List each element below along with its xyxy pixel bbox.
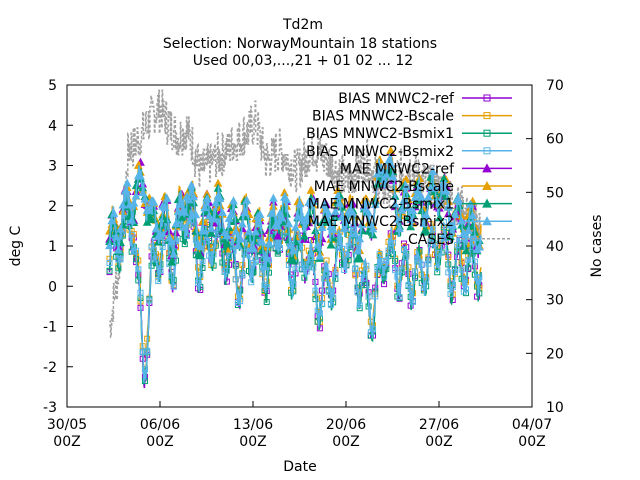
plot-area [105,89,484,389]
x-tick-date: 30/05 [47,417,87,433]
y-axis-label: deg C [8,225,24,266]
y2-tick-label: 70 [546,78,564,94]
chart-subtitle-2: Used 00,03,...,21 + 01 02 ... 12 [193,53,413,69]
y-tick-label: -1 [43,320,57,336]
x-tick-hour: 00Z [332,434,359,450]
legend-entry-label: MAE MNWC2-Bsmix2 [308,214,454,230]
legend-entry-marker [483,129,491,137]
y2-tick-label: 60 [546,132,564,148]
y2-tick-label: 40 [546,239,564,255]
series-7-group [105,153,484,271]
legend-entry-marker [483,94,491,102]
legend-entry-label: MAE MNWC2-Bsmix1 [308,197,454,213]
chart-subtitle-1: Selection: NorwayMountain 18 stations [163,36,437,52]
x-tick-hour: 00Z [53,434,80,450]
series-7-line [108,153,482,268]
chart-title: Td2m [282,17,323,33]
x-tick-hour: 00Z [146,434,173,450]
x-tick-date: 20/06 [326,417,366,433]
legend-entry-label: MAE MNWC2-ref [340,161,455,177]
legend-entry-marker [482,163,492,173]
y-tick-label: 3 [48,159,57,175]
y-tick-label: -3 [43,400,57,416]
x-tick-hour: 00Z [518,434,545,450]
y2-tick-label: 30 [546,293,564,309]
legend-entry-marker [483,147,491,155]
y2-tick-label: 20 [546,346,564,362]
legend-entry-label: BIAS MNWC2-ref [338,91,455,107]
x-tick-date: 13/06 [233,417,273,433]
y-tick-label: 5 [48,78,57,94]
series-cases-line [109,89,482,338]
x-tick-hour: 00Z [239,434,266,450]
legend-entry-label: CASES [408,232,454,248]
legend-entry-label: MAE MNWC2-Bscale [314,179,454,195]
legend-entry-label: BIAS MNWC2-Bsmix1 [306,126,454,142]
legend-entry-label: BIAS MNWC2-Bscale [312,109,454,125]
x-tick-date: 06/06 [140,417,180,433]
legend-entry-marker [483,112,491,120]
y-tick-label: 4 [48,118,57,134]
y-tick-label: -2 [43,360,57,376]
y-tick-label: 0 [48,279,57,295]
y2-axis-label: No cases [589,215,605,278]
y2-tick-label: 10 [546,400,564,416]
legend-entry-label: BIAS MNWC2-Bsmix2 [306,144,454,160]
legend-entry-marker [482,216,492,226]
x-tick-hour: 00Z [425,434,452,450]
x-tick-date: 27/06 [419,417,459,433]
legend-entry-marker [482,180,492,190]
y2-tick-label: 50 [546,185,564,201]
axes: -3-2-10123451020304050607030/0500Z06/060… [43,78,564,450]
legend-entry-marker [482,198,492,208]
series-3-line [108,200,482,383]
x-tick-date: 04/07 [512,417,552,433]
plot-border [66,84,533,408]
y-tick-label: 2 [48,199,57,215]
y-tick-label: 1 [48,239,57,255]
x-axis-label: Date [283,459,316,475]
